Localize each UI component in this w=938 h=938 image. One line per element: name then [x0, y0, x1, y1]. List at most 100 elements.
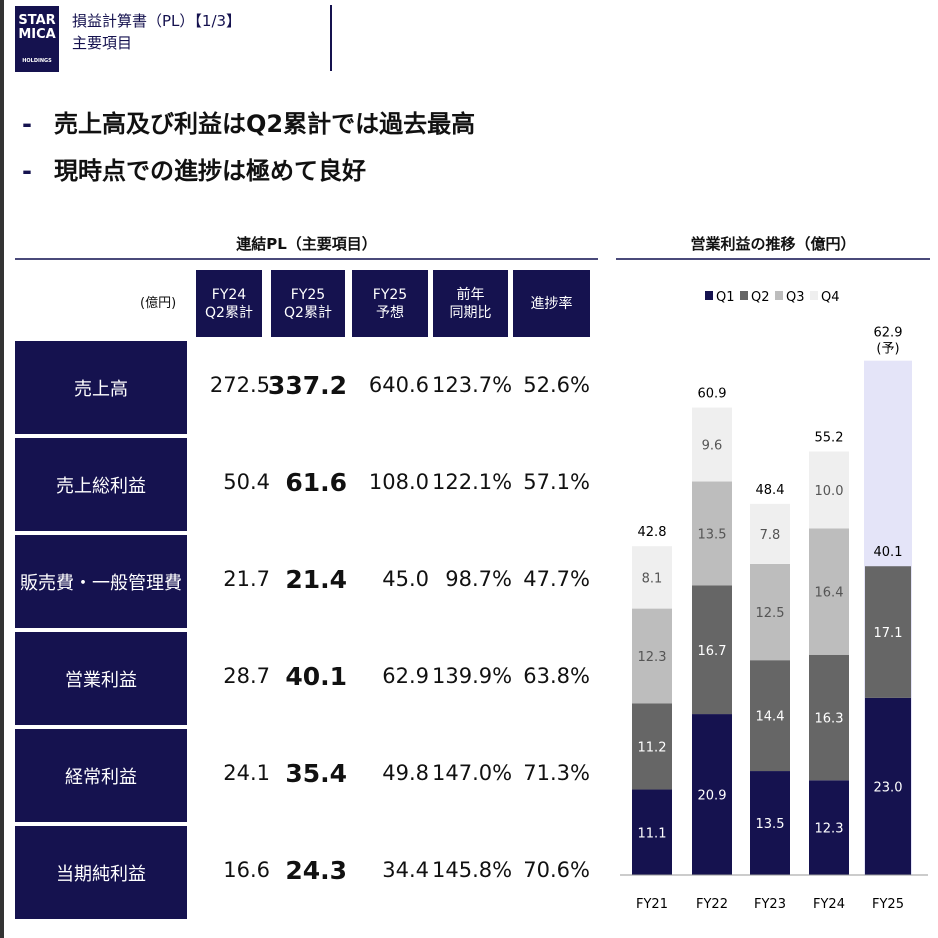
- bar-segment-fy24-q3: [809, 528, 849, 655]
- starmica-logo: STAR MICA HOLDINGS: [15, 6, 59, 72]
- table-cell: 40.1: [285, 662, 347, 691]
- segment-label: 11.2: [638, 740, 667, 755]
- segment-label: 9.6: [702, 439, 723, 454]
- table-cell: 123.7%: [432, 373, 513, 397]
- segment-label: 13.5: [698, 528, 727, 543]
- table-cell: 63.8%: [523, 664, 590, 688]
- segment-label: 12.3: [815, 822, 844, 837]
- segment-label: 10.0: [815, 484, 844, 499]
- table-cell: 71.3%: [523, 761, 590, 785]
- row-label: 売上総利益: [15, 438, 187, 531]
- table-cell: 57.1%: [523, 470, 590, 494]
- bar-segment-fy21-q3: [632, 608, 672, 704]
- row-label: 当期純利益: [15, 826, 187, 919]
- bar-segment-fy24-q2: [809, 654, 849, 781]
- bar-segment-fy22-q4: [692, 407, 732, 482]
- table-cell: 45.0: [382, 567, 429, 591]
- segment-label: 12.5: [756, 606, 785, 621]
- table-cell: 145.8%: [432, 858, 513, 882]
- bar-segment-fy22-q2: [692, 585, 732, 715]
- segment-label: 16.3: [815, 712, 844, 727]
- bar-segment-fy23-q2: [750, 660, 790, 772]
- table-cell: 62.9: [382, 664, 429, 688]
- segment-label: 16.4: [815, 586, 844, 601]
- chart-title: 営業利益の推移（億円）: [690, 235, 856, 253]
- page-subtitle: 主要項目: [72, 34, 133, 52]
- row-label: 売上高: [15, 341, 187, 434]
- bar-segment-fy22-q1: [692, 714, 732, 875]
- table-cell: 98.7%: [445, 567, 512, 591]
- segment-label: 16.7: [698, 644, 727, 659]
- forecast-note: (予): [876, 342, 899, 357]
- x-tick-label: FY25: [872, 897, 904, 912]
- column-header: FY24 Q2累計: [196, 270, 262, 337]
- x-tick-label: FY23: [754, 897, 786, 912]
- table-cell: 24.1: [223, 761, 270, 785]
- segment-label: 13.5: [756, 817, 785, 832]
- table-cell: 337.2: [267, 371, 347, 400]
- x-tick-label: FY21: [636, 897, 668, 912]
- bar-segment-fy23-q3: [750, 563, 790, 661]
- table-cell: 21.7: [223, 567, 270, 591]
- table-title: 連結PL（主要項目）: [236, 235, 377, 253]
- bar-segment-fy21-q4: [632, 546, 672, 609]
- table-cell: 139.9%: [432, 664, 513, 688]
- x-tick-label: FY22: [696, 897, 728, 912]
- operating-profit-chart: Q1 Q2 Q3 Q4 62.9(予) 11.1 11.2 12.3 8.1 42.8 FY21 20…: [620, 290, 928, 912]
- total-label: 48.4: [756, 483, 785, 498]
- bar-segment-fy22-q3: [692, 481, 732, 586]
- segment-label: 14.4: [756, 710, 785, 725]
- bar-segment-fy25-q2: [865, 566, 911, 698]
- legend-swatch-q1: [705, 291, 713, 300]
- bullet-1: - 売上高及び利益はQ2累計では過去最高: [22, 110, 476, 138]
- legend-swatch-q4: [810, 291, 818, 300]
- column-header: 前年 同期比: [433, 270, 508, 337]
- column-header: FY25 予想: [352, 270, 428, 337]
- row-label: 販売費・一般管理費: [15, 535, 187, 628]
- table-cell: 50.4: [223, 470, 270, 494]
- page-header: 損益計算書（PL）【1/3】 主要項目: [72, 10, 241, 54]
- left-edge: [0, 0, 4, 938]
- segment-label: 20.9: [698, 789, 727, 804]
- table-cell: 61.6: [285, 468, 347, 497]
- page-title: 損益計算書（PL）【1/3】: [72, 12, 242, 30]
- total-label: 60.9: [698, 387, 727, 402]
- legend-swatch-q3: [775, 291, 783, 300]
- table-cell: 28.7: [223, 664, 270, 688]
- total-label: 55.2: [815, 431, 844, 446]
- legend-swatch-q2: [740, 291, 748, 300]
- table-cell: 147.0%: [432, 761, 513, 785]
- column-header: 進捗率: [513, 270, 590, 337]
- bar-segment-fy23-q4: [750, 503, 790, 564]
- bar-segment-fy24-q1: [809, 780, 849, 875]
- bar-segment-fy21-q2: [632, 703, 672, 790]
- table-cell: 52.6%: [523, 373, 590, 397]
- column-header: FY25 Q2累計: [271, 270, 345, 337]
- total-label: 40.1: [874, 545, 903, 560]
- table-cell: 34.4: [382, 858, 429, 882]
- table-cell: 49.8: [382, 761, 429, 785]
- segment-label: 7.8: [760, 528, 781, 543]
- legend-label: Q1: [716, 290, 735, 305]
- table-cell: 16.6: [223, 858, 270, 882]
- table-title-underline: [15, 258, 598, 260]
- table-cell: 24.3: [285, 856, 347, 885]
- table-cell: 122.1%: [432, 470, 513, 494]
- segment-label: 12.3: [638, 650, 667, 665]
- segment-label: 23.0: [874, 780, 903, 795]
- segment-label: 11.1: [638, 826, 667, 841]
- table-cell: 272.5: [209, 373, 270, 397]
- total-label: 42.8: [638, 525, 667, 540]
- forecast-value-label: 62.9: [874, 326, 903, 341]
- legend-label: Q3: [786, 290, 805, 305]
- x-tick-label: FY24: [813, 897, 845, 912]
- legend-label: Q4: [821, 290, 840, 305]
- table-cell: 35.4: [285, 759, 347, 788]
- unit-label: (億円): [140, 296, 177, 311]
- header-divider: [330, 5, 332, 71]
- bullet-2: - 現時点での進捗は極めて良好: [22, 157, 366, 185]
- segment-label: 8.1: [642, 571, 663, 586]
- table-cell: 70.6%: [523, 858, 590, 882]
- bar-segment-fy25-q1: [865, 697, 911, 875]
- segment-label: 17.1: [874, 626, 903, 641]
